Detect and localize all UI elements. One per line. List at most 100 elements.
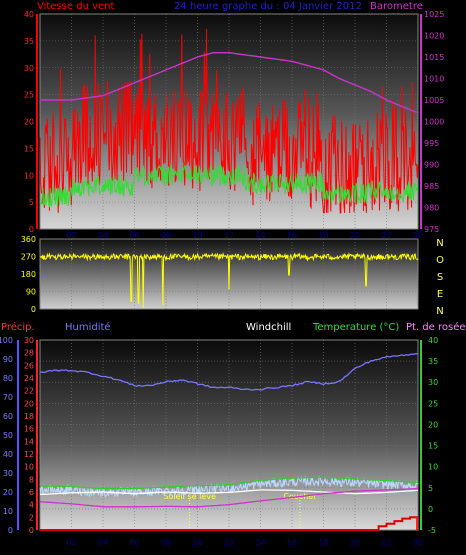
precip-tick-label: 20 xyxy=(24,399,34,408)
time-tick-label: 08 xyxy=(161,231,171,240)
compass-letter-n: N xyxy=(436,238,443,249)
wind-baro-time-axis: 02 04 06 08 10 12 14 16 18 20 22 00 xyxy=(66,231,423,240)
time-tick-label: 06 xyxy=(129,231,139,240)
time-tick-label: 00 xyxy=(413,231,423,240)
wind-average-line xyxy=(39,164,419,208)
time-tick-label: 10 xyxy=(192,231,202,240)
sunrise-label: Soleil se lève xyxy=(163,491,216,501)
baro-tick-label: 1005 xyxy=(424,96,444,105)
time-tick-label: 16 xyxy=(287,538,297,547)
wind-tick-label: 5 xyxy=(29,198,34,207)
time-tick-label: 14 xyxy=(255,538,265,547)
precip-tick-label: 8 xyxy=(29,475,34,484)
temperature-line xyxy=(40,476,419,490)
wind-tick-label: 30 xyxy=(24,64,34,73)
precip-tick-label: 10 xyxy=(24,463,34,472)
humidity-tick-label: 70 xyxy=(3,393,13,402)
wind-tick-label: 20 xyxy=(24,118,34,127)
precip-tick-label: 28 xyxy=(24,349,34,358)
wind-tick-label: 0 xyxy=(29,225,34,234)
temperature-tick-label: 5 xyxy=(428,484,433,493)
temp-humidity-plot-area xyxy=(39,339,419,531)
humidity-tick-label: 0 xyxy=(8,526,13,535)
time-tick-label: 16 xyxy=(287,231,297,240)
time-tick-label: 00 xyxy=(413,538,423,547)
humidity-axis: 0 10 20 30 40 50 60 70 80 90 100 xyxy=(0,336,19,535)
precip-line xyxy=(40,516,418,531)
time-tick-label: 10 xyxy=(192,538,202,547)
precip-tick-label: 14 xyxy=(24,437,34,446)
compass-letter-s: S xyxy=(437,272,443,283)
wind-direction-series xyxy=(40,252,419,309)
wind-axis: 0 5 10 15 20 25 30 35 40 xyxy=(24,10,38,234)
barometer-label: Barometre xyxy=(370,1,423,12)
temperature-tick-label: 0 xyxy=(428,505,433,514)
dewpoint-label: Pt. de rosée xyxy=(406,321,466,333)
temperature-tick-label: 20 xyxy=(428,420,438,429)
time-tick-label: 18 xyxy=(318,231,328,240)
wind-tick-label: 35 xyxy=(24,37,34,46)
precip-tick-label: 2 xyxy=(29,513,34,522)
compass-letter-e: E xyxy=(437,289,443,300)
humidity-tick-label: 80 xyxy=(3,374,13,383)
compass-letter-n: N xyxy=(436,306,443,317)
temperature-tick-label: 15 xyxy=(428,442,438,451)
barometer-axis: 975 980 985 990 995 1000 1005 1010 1015 1020 1025 xyxy=(420,10,444,234)
precip-tick-label: 4 xyxy=(29,501,34,510)
baro-tick-label: 1020 xyxy=(424,32,444,41)
temperature-tick-label: 25 xyxy=(428,399,438,408)
time-tick-label: 02 xyxy=(66,231,76,240)
baro-tick-label: 990 xyxy=(424,161,439,170)
wind-gust-series xyxy=(39,28,419,214)
time-tick-label: 08 xyxy=(161,538,171,547)
precip-tick-label: 24 xyxy=(24,374,34,383)
humidity-line xyxy=(39,353,419,391)
temperature-tick-label: 40 xyxy=(428,336,438,345)
temperature-tick-label: -5 xyxy=(428,526,436,535)
windchill-label: Windchill xyxy=(246,322,291,333)
precip-tick-label: 22 xyxy=(24,387,34,396)
temperature-tick-label: 30 xyxy=(428,378,438,387)
humidity-label: Humidité xyxy=(65,321,111,333)
wind-direction-line xyxy=(40,252,419,309)
baro-tick-label: 985 xyxy=(424,182,439,191)
humidity-tick-label: 50 xyxy=(3,431,13,440)
baro-tick-label: 1010 xyxy=(424,75,444,84)
time-tick-label: 06 xyxy=(129,538,139,547)
precip-tick-label: 6 xyxy=(29,488,34,497)
time-tick-label: 18 xyxy=(318,538,328,547)
humidity-tick-label: 40 xyxy=(3,450,13,459)
humidity-tick-label: 60 xyxy=(3,412,13,421)
time-tick-label: 22 xyxy=(381,231,391,240)
direction-tick-label: 270 xyxy=(21,253,36,262)
compass-letter-o: O xyxy=(436,255,444,266)
barometer-series xyxy=(40,52,419,114)
time-tick-label: 02 xyxy=(66,538,76,547)
dewpoint-line xyxy=(39,487,419,508)
direction-tick-label: 90 xyxy=(26,288,36,297)
time-tick-label: 14 xyxy=(255,231,265,240)
wind-tick-label: 40 xyxy=(24,10,34,19)
wind-tick-label: 10 xyxy=(24,171,34,180)
time-tick-label: 20 xyxy=(350,538,360,547)
wind-baro-grid xyxy=(40,13,419,230)
humidity-tick-label: 10 xyxy=(3,507,13,516)
temperature-axis: -5 0 5 10 15 20 25 30 35 40 xyxy=(420,336,438,535)
direction-tick-label: 360 xyxy=(21,235,36,244)
temperature-label: Temperature (°C) xyxy=(312,322,399,333)
precip-tick-label: 18 xyxy=(24,412,34,421)
temperature-tick-label: 10 xyxy=(428,463,438,472)
temp-humidity-time-axis: 02 04 06 08 10 12 14 16 18 20 22 00 xyxy=(66,538,423,547)
wind-tick-label: 25 xyxy=(24,91,34,100)
time-tick-label: 12 xyxy=(224,538,234,547)
temperature-tick-label: 35 xyxy=(428,357,438,366)
baro-tick-label: 975 xyxy=(424,225,439,234)
direction-tick-label: 180 xyxy=(21,270,36,279)
time-tick-label: 20 xyxy=(350,231,360,240)
time-tick-label: 12 xyxy=(224,231,234,240)
graph-title: 24 heure graphe du : 04 Janvier 2012 xyxy=(174,1,362,12)
wind-tick-label: 15 xyxy=(24,144,34,153)
